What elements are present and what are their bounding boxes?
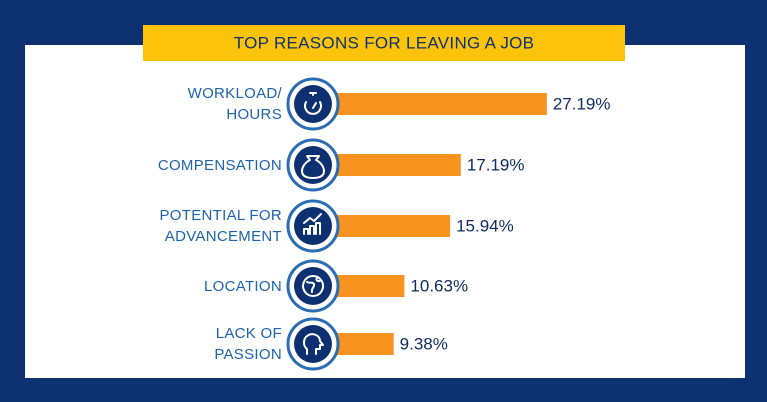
icon-glyph	[302, 275, 325, 297]
title-banner	[143, 25, 625, 61]
icon-disc	[294, 325, 332, 363]
category-label: LACK OF PASSION	[214, 325, 282, 363]
icon-glyph	[301, 155, 325, 179]
category-label: WORKLOAD/ HOURS	[187, 85, 282, 123]
value-label: 10.63%	[410, 276, 468, 295]
value-label: 17.19%	[467, 155, 525, 174]
category-label: LOCATION	[204, 277, 282, 295]
icon-glyph	[304, 92, 322, 115]
icons	[286, 77, 340, 371]
category-label: COMPENSATION	[157, 156, 282, 174]
value-label: 27.19%	[553, 94, 611, 113]
value-label: 9.38%	[400, 334, 448, 353]
icon-glyph	[303, 333, 324, 355]
chart-title: TOP REASONS FOR LEAVING A JOB	[234, 33, 535, 52]
bar	[313, 215, 451, 237]
icon-glyph	[303, 213, 322, 235]
value-label: 15.94%	[456, 216, 514, 235]
category-label: POTENTIAL FOR ADVANCEMENT	[159, 207, 282, 245]
icon-disc	[294, 85, 332, 123]
bar	[313, 154, 461, 176]
bar	[313, 93, 547, 115]
value-labels: 27.19% 17.19% 15.94% 10.63% 9.38%	[400, 94, 611, 353]
